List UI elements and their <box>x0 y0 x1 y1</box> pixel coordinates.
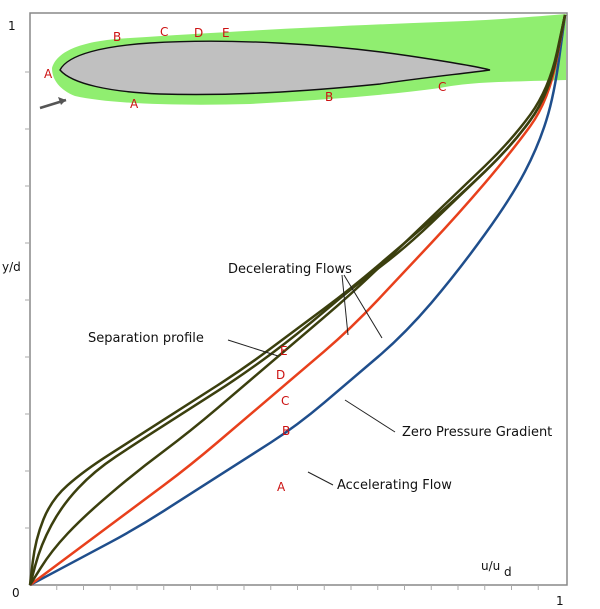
annotation-zero-pressure: Zero Pressure Gradient <box>402 425 552 440</box>
series-line-b <box>29 14 567 587</box>
inset-label-upper-b: B <box>113 30 121 44</box>
y-tick-1: 1 <box>8 19 16 33</box>
inset-label-upper-e: E <box>222 26 230 40</box>
plot-frame <box>29 12 568 586</box>
curve-label-b: B <box>282 424 290 438</box>
inset-label-upper-d: D <box>194 26 203 40</box>
leader-separation <box>227 339 279 357</box>
x-tick-1: 1 <box>556 594 564 608</box>
annotation-separation: Separation profile <box>88 331 204 346</box>
curve-label-c: C <box>281 394 289 408</box>
inset-label-lower-b: B <box>325 90 333 104</box>
annotation-decelerating: Decelerating Flows <box>228 262 352 277</box>
annotation-accelerating: Accelerating Flow <box>337 478 452 493</box>
inset-label-lower-a: A <box>130 97 139 111</box>
leader-zero-pressure <box>344 399 396 433</box>
series-curves <box>28 14 567 587</box>
airfoil-shape <box>59 40 491 96</box>
leader-decelerating-1 <box>341 274 349 336</box>
flow-arrowhead-icon <box>58 97 66 105</box>
inset-label-leading-a: A <box>44 67 53 81</box>
leader-accelerating <box>307 471 334 486</box>
series-line-c <box>28 14 567 586</box>
airfoil-inset: A B C D E A B C <box>39 14 566 111</box>
y-tick-0: 0 <box>12 586 20 600</box>
series-line-a <box>29 14 567 587</box>
curve-label-d: D <box>276 368 285 382</box>
y-axis-label: y/d <box>2 260 21 274</box>
annotation-leaders <box>227 274 396 486</box>
curve-label-e: E <box>280 344 288 358</box>
series-line-e <box>28 14 567 586</box>
x-axis-label: u/u <box>481 559 500 573</box>
inset-label-lower-c: C <box>438 80 446 94</box>
axis-ticks <box>25 71 539 590</box>
leader-decelerating-2 <box>343 274 383 339</box>
curve-label-a: A <box>277 480 286 494</box>
inset-label-upper-c: C <box>160 25 168 39</box>
x-axis-label-subscript: d <box>504 565 512 579</box>
